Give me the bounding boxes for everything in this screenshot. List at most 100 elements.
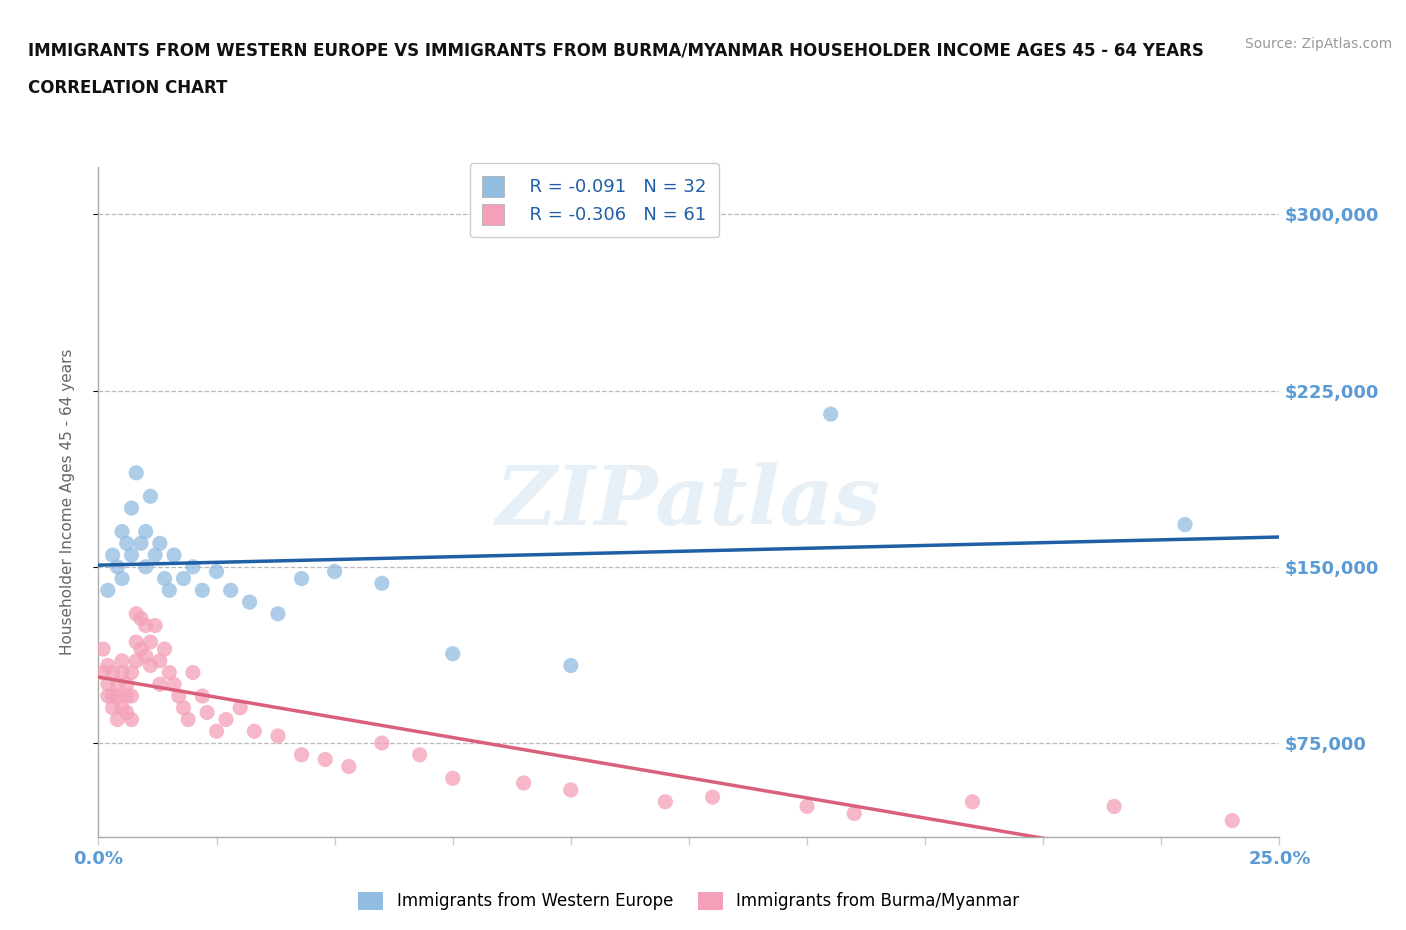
Point	[143, 548, 166, 563]
Point	[267, 728, 290, 743]
Point	[115, 688, 138, 703]
Point	[115, 536, 138, 551]
Text: IMMIGRANTS FROM WESTERN EUROPE VS IMMIGRANTS FROM BURMA/MYANMAR HOUSEHOLDER INCO: IMMIGRANTS FROM WESTERN EUROPE VS IMMIGR…	[28, 42, 1204, 60]
Point	[267, 606, 290, 621]
Point	[101, 688, 124, 703]
Point	[111, 665, 134, 680]
Point	[135, 525, 157, 539]
Point	[243, 724, 266, 738]
Point	[125, 465, 148, 480]
Point	[205, 565, 228, 579]
Point	[702, 790, 724, 804]
Point	[157, 665, 180, 680]
Point	[97, 677, 120, 692]
Point	[181, 665, 204, 680]
Text: Source: ZipAtlas.com: Source: ZipAtlas.com	[1244, 37, 1392, 51]
Point	[121, 665, 143, 680]
Point	[962, 794, 984, 809]
Point	[149, 536, 172, 551]
Point	[153, 642, 176, 657]
Y-axis label: Householder Income Ages 45 - 64 years: Householder Income Ages 45 - 64 years	[60, 349, 75, 656]
Point	[135, 648, 157, 663]
Point	[181, 559, 204, 574]
Point	[101, 665, 124, 680]
Point	[91, 642, 114, 657]
Point	[91, 665, 114, 680]
Point	[157, 583, 180, 598]
Point	[125, 654, 148, 669]
Point	[105, 712, 128, 727]
Point	[195, 705, 218, 720]
Point	[111, 571, 134, 586]
Point	[191, 583, 214, 598]
Point	[323, 565, 346, 579]
Point	[167, 688, 190, 703]
Point	[290, 748, 312, 763]
Point	[215, 712, 238, 727]
Point	[101, 700, 124, 715]
Point	[139, 489, 162, 504]
Text: ZIPatlas: ZIPatlas	[496, 462, 882, 542]
Point	[371, 576, 394, 591]
Point	[820, 406, 842, 421]
Legend: Immigrants from Western Europe, Immigrants from Burma/Myanmar: Immigrants from Western Europe, Immigran…	[352, 885, 1026, 917]
Point	[121, 688, 143, 703]
Point	[105, 688, 128, 703]
Point	[408, 748, 430, 763]
Point	[121, 548, 143, 563]
Point	[1174, 517, 1197, 532]
Point	[125, 634, 148, 649]
Point	[239, 594, 262, 609]
Point	[337, 759, 360, 774]
Point	[512, 776, 534, 790]
Point	[371, 736, 394, 751]
Point	[135, 559, 157, 574]
Point	[163, 548, 186, 563]
Point	[135, 618, 157, 633]
Point	[115, 677, 138, 692]
Point	[139, 658, 162, 673]
Point	[172, 571, 194, 586]
Point	[796, 799, 818, 814]
Point	[163, 677, 186, 692]
Point	[129, 611, 152, 626]
Point	[97, 658, 120, 673]
Legend:   R = -0.091   N = 32,   R = -0.306   N = 61: R = -0.091 N = 32, R = -0.306 N = 61	[470, 163, 720, 237]
Point	[177, 712, 200, 727]
Point	[129, 642, 152, 657]
Point	[441, 771, 464, 786]
Point	[441, 646, 464, 661]
Point	[121, 500, 143, 515]
Point	[121, 712, 143, 727]
Point	[111, 654, 134, 669]
Point	[191, 688, 214, 703]
Point	[205, 724, 228, 738]
Point	[97, 583, 120, 598]
Point	[143, 618, 166, 633]
Point	[219, 583, 242, 598]
Point	[153, 571, 176, 586]
Point	[560, 782, 582, 797]
Point	[314, 752, 336, 767]
Point	[139, 634, 162, 649]
Point	[105, 677, 128, 692]
Point	[149, 677, 172, 692]
Point	[844, 806, 866, 821]
Point	[172, 700, 194, 715]
Point	[229, 700, 252, 715]
Point	[560, 658, 582, 673]
Point	[97, 688, 120, 703]
Point	[111, 700, 134, 715]
Point	[149, 654, 172, 669]
Point	[111, 525, 134, 539]
Point	[654, 794, 676, 809]
Point	[1220, 813, 1243, 828]
Point	[125, 606, 148, 621]
Point	[101, 548, 124, 563]
Point	[105, 559, 128, 574]
Text: CORRELATION CHART: CORRELATION CHART	[28, 79, 228, 97]
Point	[115, 705, 138, 720]
Point	[290, 571, 312, 586]
Point	[1102, 799, 1125, 814]
Point	[129, 536, 152, 551]
